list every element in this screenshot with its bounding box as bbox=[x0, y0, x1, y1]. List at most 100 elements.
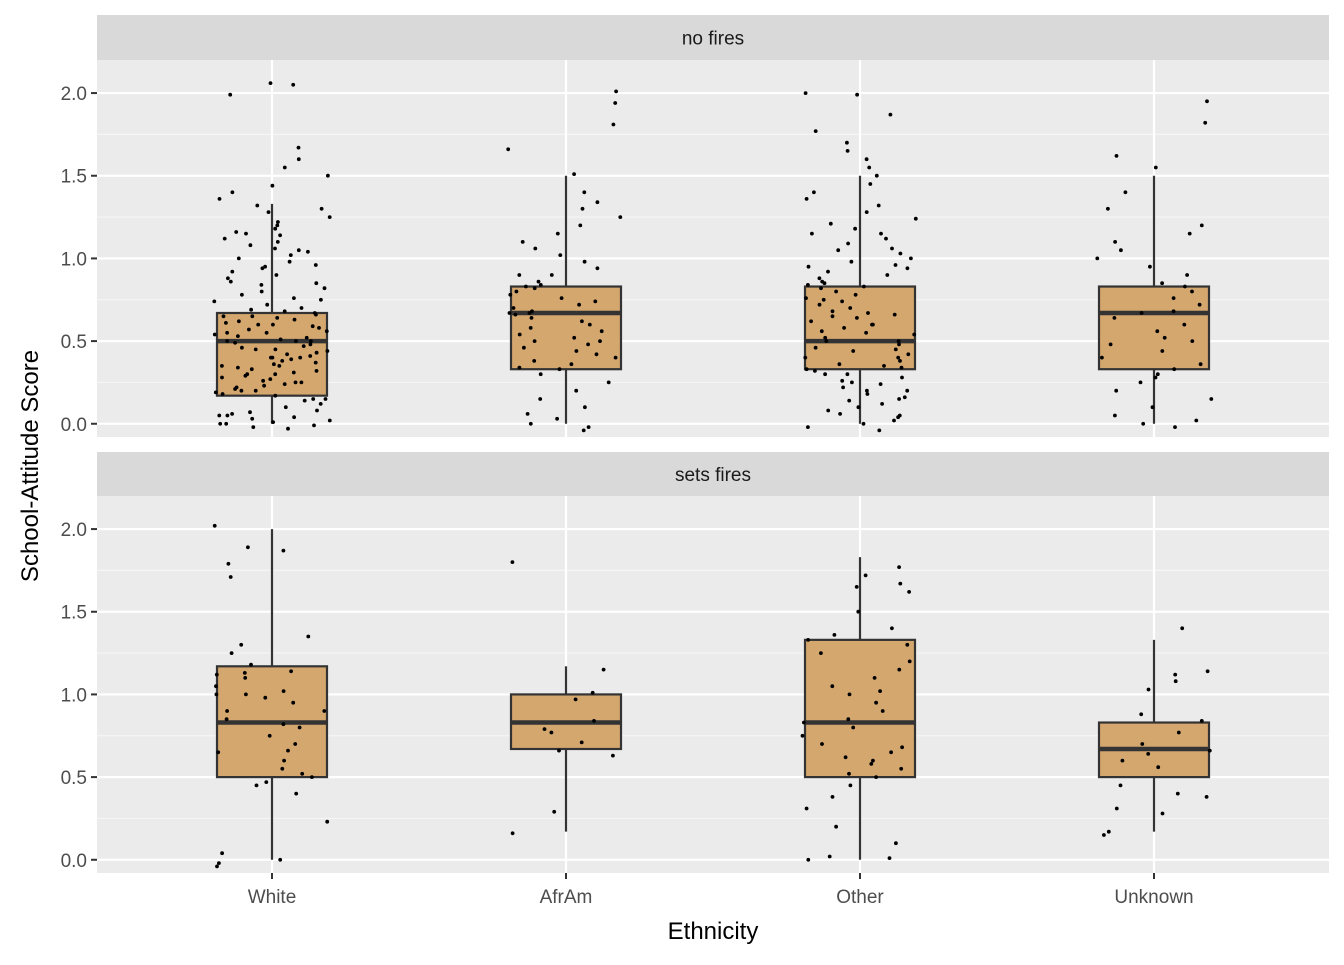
data-point bbox=[318, 402, 323, 406]
data-point bbox=[1153, 165, 1158, 170]
data-point bbox=[248, 410, 252, 415]
data-point bbox=[849, 259, 854, 264]
box-iqr bbox=[803, 638, 917, 779]
data-point bbox=[286, 748, 290, 753]
data-point bbox=[273, 246, 277, 251]
data-point bbox=[862, 284, 866, 289]
x-tick-label: AfrAm bbox=[540, 887, 593, 908]
data-point bbox=[313, 360, 318, 365]
data-point bbox=[874, 173, 879, 178]
y-tick-label: 1.5 bbox=[61, 603, 87, 624]
data-point bbox=[806, 857, 811, 862]
data-point bbox=[1185, 273, 1189, 277]
data-point bbox=[555, 416, 559, 421]
data-point bbox=[271, 420, 275, 424]
data-point bbox=[296, 145, 301, 150]
data-point bbox=[853, 292, 858, 297]
data-point bbox=[1162, 335, 1167, 340]
data-point bbox=[233, 340, 238, 345]
data-point bbox=[877, 428, 882, 433]
facet-strip bbox=[97, 15, 1329, 60]
data-point bbox=[906, 352, 911, 357]
data-point bbox=[853, 226, 857, 231]
data-point bbox=[230, 190, 235, 195]
data-point bbox=[1160, 281, 1164, 286]
data-point bbox=[288, 253, 293, 257]
data-point bbox=[289, 357, 294, 362]
data-point bbox=[558, 253, 563, 257]
data-point bbox=[577, 302, 581, 307]
data-point bbox=[326, 173, 330, 178]
data-point bbox=[587, 322, 592, 327]
data-point bbox=[243, 676, 248, 680]
data-point bbox=[583, 405, 587, 410]
data-point bbox=[900, 745, 904, 750]
data-point bbox=[281, 548, 286, 553]
data-point bbox=[810, 231, 814, 236]
y-tick-label: 2.0 bbox=[61, 84, 87, 105]
data-point bbox=[306, 249, 310, 254]
data-point bbox=[297, 725, 302, 730]
data-point bbox=[850, 380, 854, 385]
data-point bbox=[907, 659, 912, 664]
data-point bbox=[1148, 264, 1152, 269]
data-point bbox=[613, 355, 618, 360]
data-point bbox=[1140, 742, 1145, 746]
data-point bbox=[217, 861, 221, 865]
data-point bbox=[880, 402, 884, 406]
y-tick-label: 0.5 bbox=[61, 768, 87, 789]
data-point bbox=[225, 339, 230, 343]
data-point bbox=[888, 112, 893, 117]
data-point bbox=[506, 147, 511, 152]
data-point bbox=[309, 339, 313, 343]
data-point bbox=[893, 263, 898, 267]
data-point bbox=[236, 256, 241, 261]
data-point bbox=[228, 279, 233, 284]
data-point bbox=[293, 742, 298, 746]
data-point bbox=[323, 397, 328, 401]
data-point bbox=[255, 203, 260, 208]
data-point bbox=[555, 231, 560, 236]
data-point bbox=[846, 717, 851, 722]
data-point bbox=[310, 324, 315, 329]
data-point bbox=[579, 740, 584, 745]
data-point bbox=[286, 426, 290, 431]
data-point bbox=[1187, 231, 1192, 236]
data-point bbox=[529, 316, 534, 320]
data-point bbox=[249, 662, 253, 667]
data-point bbox=[271, 322, 275, 327]
data-point bbox=[278, 857, 283, 862]
data-point bbox=[863, 573, 868, 578]
data-point bbox=[212, 299, 217, 304]
data-point bbox=[890, 246, 894, 251]
data-point bbox=[1113, 240, 1117, 244]
data-point bbox=[1146, 687, 1151, 692]
data-point bbox=[312, 311, 317, 315]
facet-panels: no fires 0.0 0.5 1.0 1.5 2.0 sets fires 0.0 0.5 1… bbox=[61, 15, 1329, 908]
data-point bbox=[1156, 765, 1161, 770]
data-point bbox=[813, 129, 818, 134]
data-point bbox=[314, 350, 319, 355]
data-point bbox=[242, 671, 247, 675]
data-point bbox=[594, 352, 599, 357]
data-point bbox=[294, 791, 299, 796]
data-point bbox=[282, 758, 286, 763]
data-point bbox=[214, 672, 219, 677]
data-point bbox=[532, 359, 537, 363]
data-point bbox=[865, 388, 869, 393]
data-point bbox=[1190, 339, 1195, 343]
data-point bbox=[806, 425, 810, 429]
data-point bbox=[882, 364, 886, 368]
data-point bbox=[214, 684, 218, 689]
data-point bbox=[1183, 284, 1187, 289]
data-point bbox=[212, 332, 217, 337]
data-point bbox=[299, 380, 304, 385]
data-point bbox=[826, 408, 831, 413]
data-point bbox=[327, 215, 332, 220]
data-point bbox=[217, 197, 222, 201]
data-point bbox=[528, 326, 533, 330]
data-point bbox=[532, 286, 537, 291]
data-point bbox=[806, 638, 810, 642]
data-point bbox=[872, 676, 877, 680]
data-point bbox=[830, 795, 835, 799]
